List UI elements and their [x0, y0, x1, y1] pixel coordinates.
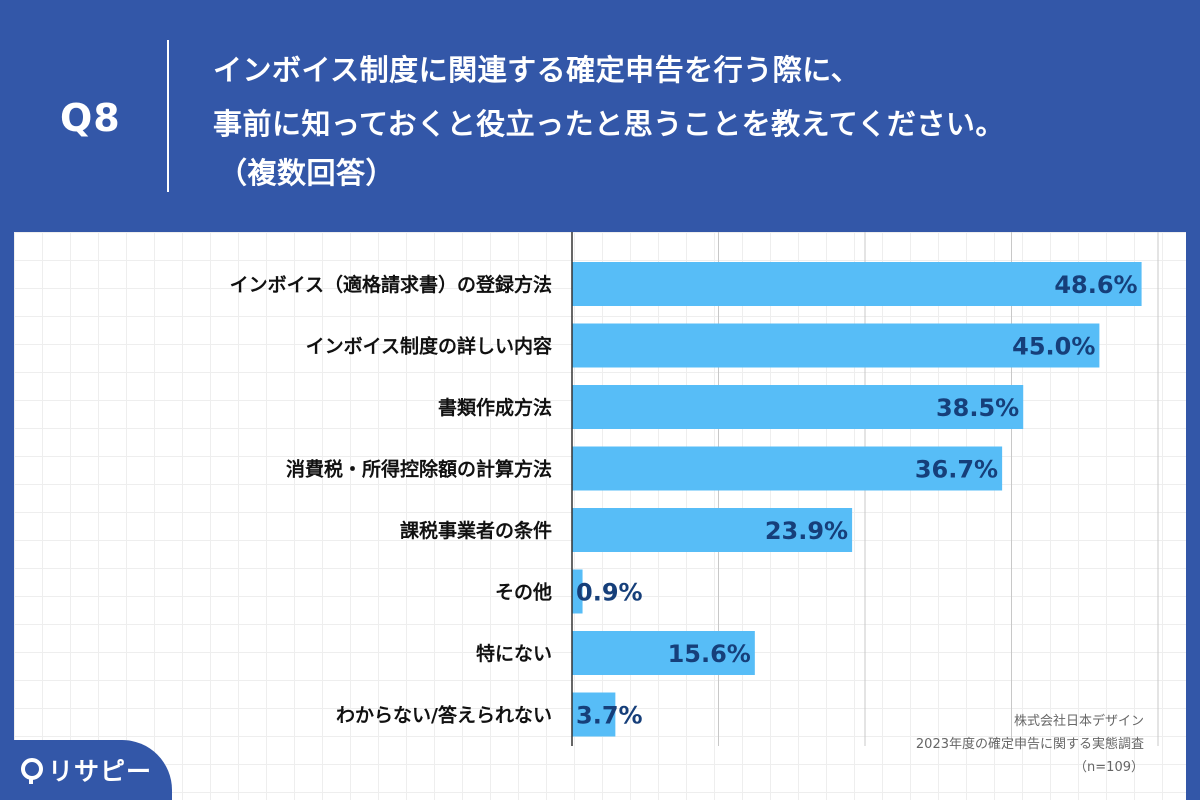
question-text-line-1: インボイス制度に関連する確定申告を行う際に、	[213, 53, 861, 87]
bar-0	[572, 262, 1142, 306]
value-label-5: 0.9%	[576, 579, 643, 607]
value-label-3: 36.7%	[915, 456, 998, 484]
value-label-2: 38.5%	[936, 394, 1019, 422]
category-label-3: 消費税・所得控除額の計算方法	[286, 458, 552, 481]
category-label-4: 課税事業者の条件	[400, 519, 552, 542]
chart-panel: インボイス（適格請求書）の登録方法 48.6% インボイス制度の詳しい内容 45.0%…	[14, 232, 1186, 800]
bar-1	[572, 323, 1100, 368]
bar-5	[572, 569, 583, 614]
question-text-line-2: 事前に知っておくと役立ったと思うことを教えてください。	[213, 107, 1005, 141]
bar-4	[572, 508, 853, 552]
pin-icon-tail	[29, 777, 33, 784]
source-company: 株式会社日本デザイン	[1013, 714, 1144, 729]
source-survey: 2023年度の確定申告に関する実態調査	[915, 737, 1144, 752]
question-number: Q8	[60, 96, 121, 140]
bar-chart: インボイス（適格請求書）の登録方法 48.6% インボイス制度の詳しい内容 45.0%…	[230, 232, 1159, 746]
question-text-line-3: （複数回答）	[218, 156, 396, 190]
category-label-1: インボイス制度の詳しい内容	[306, 335, 552, 358]
bar-6	[572, 631, 755, 675]
bar-7	[572, 692, 616, 737]
value-label-1: 45.0%	[1012, 333, 1095, 361]
bar-2	[572, 385, 1024, 429]
category-label-2: 書類作成方法	[438, 396, 552, 419]
value-label-7: 3.7%	[576, 702, 643, 730]
category-label-0: インボイス（適格請求書）の登録方法	[230, 273, 552, 296]
value-label-4: 23.9%	[765, 517, 848, 545]
risapy-logo: リサピー	[0, 740, 172, 800]
category-label-7: わからない/答えられない	[336, 704, 552, 727]
header-divider	[167, 40, 169, 192]
bar-3	[572, 446, 1003, 491]
category-label-5: その他	[495, 581, 552, 604]
value-label-0: 48.6%	[1054, 271, 1137, 299]
source-sample-size: （n=109）	[1074, 760, 1144, 775]
value-label-6: 15.6%	[668, 640, 751, 668]
source-note: 株式会社日本デザイン 2023年度の確定申告に関する実態調査 （n=109）	[916, 710, 1144, 779]
header: Q8 インボイス制度に関連する確定申告を行う際に、 事前に知っておくと役立ったと…	[0, 0, 1200, 232]
logo-text: リサピー	[48, 757, 153, 786]
category-label-6: 特にない	[476, 643, 552, 665]
